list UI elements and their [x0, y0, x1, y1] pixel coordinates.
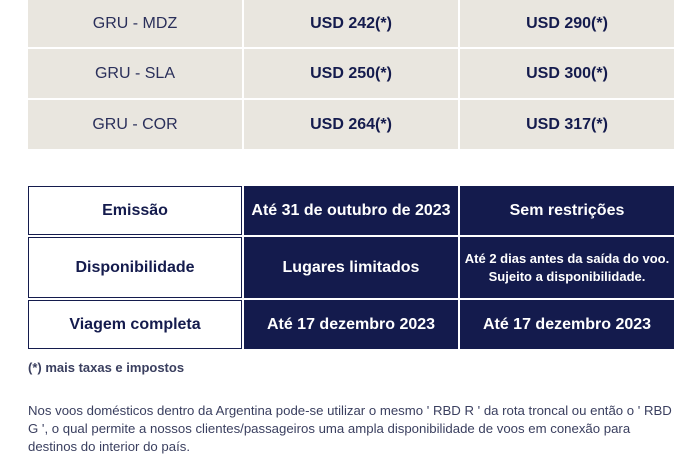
price-cell: USD 250(*) — [244, 49, 458, 98]
condition-label: Viagem completa — [28, 300, 242, 349]
price-cell: USD 242(*) — [244, 0, 458, 47]
condition-label: Emissão — [28, 186, 242, 235]
price-cell: USD 290(*) — [460, 0, 674, 47]
condition-value: Até 17 dezembro 2023 — [244, 300, 458, 349]
fare-row-cor: GRU - COR USD 264(*) USD 317(*) — [28, 100, 674, 149]
condition-row-disponibilidade: Disponibilidade Lugares limitados Até 2 … — [28, 237, 674, 298]
condition-value-line: Até 2 dias antes da saída do voo. — [464, 250, 670, 266]
condition-value-line: Sujeito a disponibilidade. — [488, 268, 646, 284]
conditions-table: Emissão Até 31 de outubro de 2023 Sem re… — [28, 186, 674, 351]
condition-row-emissao: Emissão Até 31 de outubro de 2023 Sem re… — [28, 186, 674, 235]
route-cell: GRU - COR — [28, 100, 242, 149]
condition-value: Até 31 de outubro de 2023 — [244, 186, 458, 235]
footnote: (*) mais taxas e impostos — [28, 360, 185, 375]
price-cell: USD 300(*) — [460, 49, 674, 98]
route-cell: GRU - SLA — [28, 49, 242, 98]
fares-table: GRU - MDZ USD 242(*) USD 290(*) GRU - SL… — [28, 0, 674, 151]
info-paragraph: Nos voos domésticos dentro da Argentina … — [28, 403, 672, 454]
condition-value: Lugares limitados — [244, 237, 458, 298]
route-cell: GRU - MDZ — [28, 0, 242, 47]
condition-label: Disponibilidade — [28, 237, 242, 298]
condition-value: Sem restrições — [460, 186, 674, 235]
price-cell: USD 317(*) — [460, 100, 674, 149]
fare-row-sla: GRU - SLA USD 250(*) USD 300(*) — [28, 49, 674, 98]
condition-row-viagem: Viagem completa Até 17 dezembro 2023 Até… — [28, 300, 674, 349]
condition-value: Até 17 dezembro 2023 — [460, 300, 674, 349]
price-cell: USD 264(*) — [244, 100, 458, 149]
fare-row-mdz: GRU - MDZ USD 242(*) USD 290(*) — [28, 0, 674, 47]
condition-value: Até 2 dias antes da saída do voo. Sujeit… — [460, 237, 674, 298]
